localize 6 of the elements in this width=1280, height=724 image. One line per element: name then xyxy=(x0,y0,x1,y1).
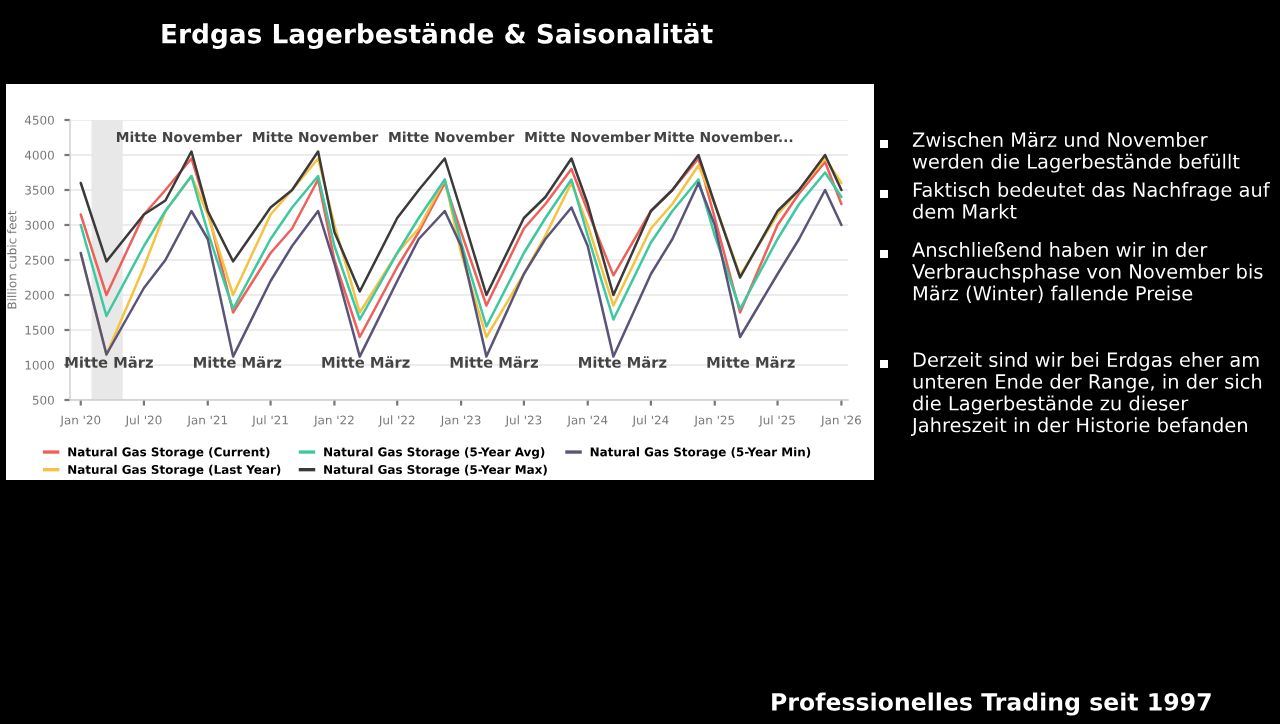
text: Zwischen März und November werden die Lagerbestände befüllt xyxy=(912,132,1240,173)
text: Anschließend haben wir in der Verbrauchsphase von November bis März (Winter) fallende Preise xyxy=(912,242,1263,303)
chart-title: Erdgas Lagerbestände & Saisonalität xyxy=(162,22,713,50)
text: Professionelles Trading seit 1997 xyxy=(772,692,1211,716)
text: Derzeit sind wir bei Erdgas eher am unteren Ende der Range, in der sich die Lagerbestände zu dieser Jahreszeit in der Historie befanden xyxy=(910,352,1262,436)
text: Faktisch bedeutet das Nachfrage auf dem Markt xyxy=(913,182,1270,219)
